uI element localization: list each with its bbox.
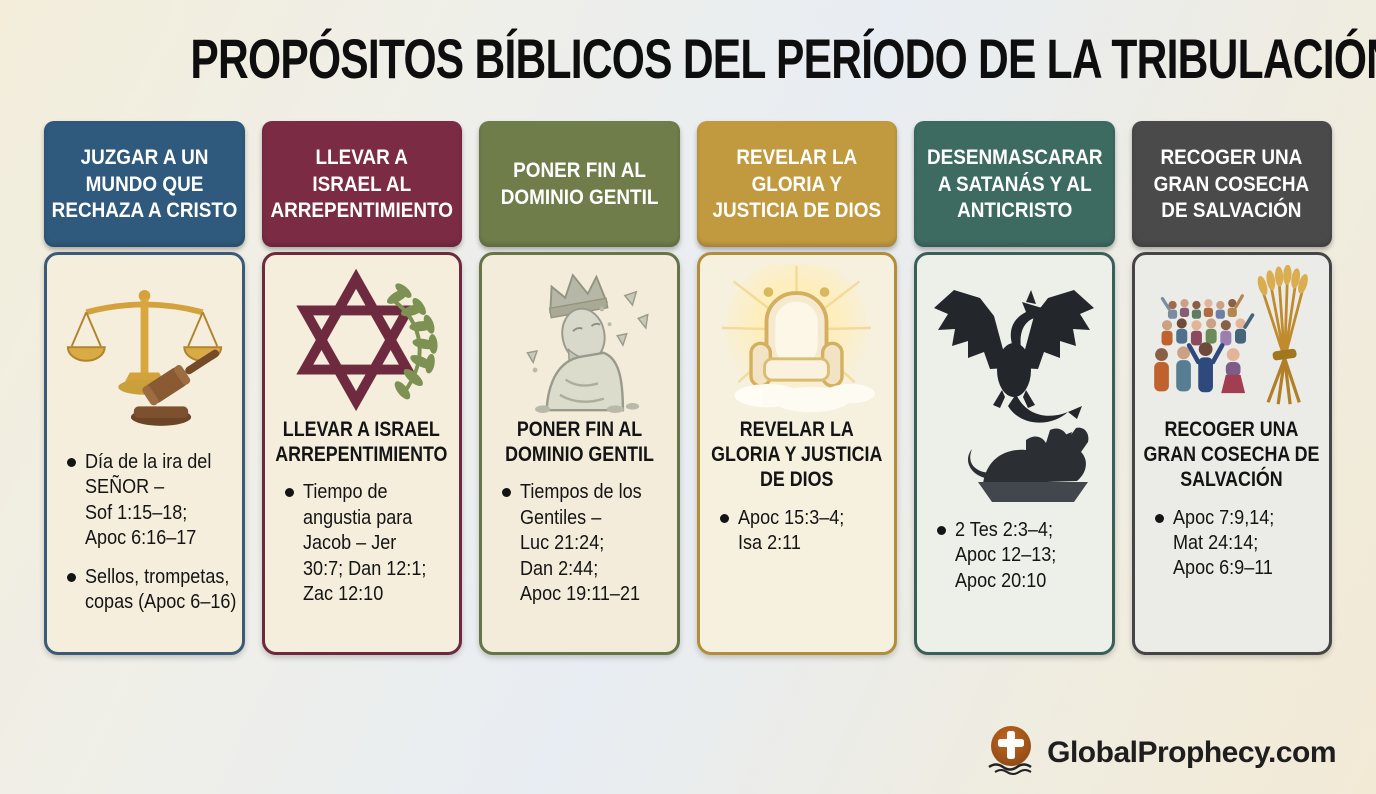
scripture-item: Sellos, trompetas, copas (Apoc 6–16) (65, 564, 236, 615)
card-header-text: RECOGER UNA GRAN COSECHA DE SALVACIÓN (1153, 145, 1310, 223)
scripture-item: Apoc 15:3–4; Isa 2:11 (718, 505, 885, 556)
scripture-list: Tiempos de los Gentiles – Luc 21:24; Dan… (492, 479, 667, 619)
card-subtitle: PONER FIN AL DOMINIO GENTIL (504, 418, 654, 467)
scripture-item: Tiempo de angustia para Jacob – Jer 30:7… (283, 479, 450, 606)
card-body: PONER FIN AL DOMINIO GENTIL Tiempos de l… (479, 252, 680, 655)
harvest-crowd-wheat-icon (1145, 263, 1320, 415)
scripture-item: 2 Tes 2:3–4; Apoc 12–13; Apoc 20:10 (935, 517, 1102, 593)
scripture-list: Tiempo de angustia para Jacob – Jer 30:7… (275, 479, 450, 619)
card-header: REVELAR LA GLORIA Y JUSTICIA DE DIOS (696, 121, 897, 247)
card-header: LLEVAR A ISRAEL AL ARREPENTIMIENTO (261, 121, 462, 247)
page-title: PROPÓSITOS BÍBLICOS DEL PERÍODO DE LA TR… (0, 26, 1376, 91)
card-header: DESENMASCARAR A SATANÁS Y AL ANTICRISTO (914, 121, 1115, 247)
scales-gavel-icon (57, 263, 232, 445)
card-header-text: JUZGAR A UN MUNDO QUE RECHAZA A CRISTO (51, 145, 238, 223)
cards-row: JUZGAR A UN MUNDO QUE RECHAZA A CRISTO (44, 121, 1332, 655)
card-recoger-cosecha: RECOGER UNA GRAN COSECHA DE SALVACIÓN (1131, 121, 1332, 655)
scripture-list: Apoc 7:9,14; Mat 24:14; Apoc 6:9–11 (1145, 505, 1320, 594)
dragon-and-beast-icon (927, 263, 1102, 513)
card-header: PONER FIN AL DOMINIO GENTIL (479, 121, 680, 247)
brand-logo: GlobalProphecy.com (985, 723, 1336, 782)
card-desenmascarar-satanas: DESENMASCARAR A SATANÁS Y AL ANTICRISTO (914, 121, 1115, 655)
card-body: RECOGER UNA GRAN COSECHA DE SALVACIÓN Ap… (1131, 252, 1332, 655)
scripture-item: Apoc 7:9,14; Mat 24:14; Apoc 6:9–11 (1153, 505, 1320, 581)
card-header-text: DESENMASCARAR A SATANÁS Y AL ANTICRISTO (926, 145, 1103, 223)
glowing-throne-icon (710, 263, 885, 415)
scripture-item: Tiempos de los Gentiles – Luc 21:24; Dan… (500, 479, 667, 606)
card-llevar-israel: LLEVAR A ISRAEL AL ARREPENTIMIENTO (261, 121, 462, 655)
brand-name: GlobalProphecy.com (1047, 735, 1336, 769)
card-subtitle: REVELAR LA GLORIA Y JUSTICIA DE DIOS (711, 418, 883, 492)
card-fin-dominio-gentil: PONER FIN AL DOMINIO GENTIL (479, 121, 680, 655)
card-juzgar-mundo: JUZGAR A UN MUNDO QUE RECHAZA A CRISTO (44, 121, 245, 655)
star-of-david-olive-branch-icon (275, 263, 450, 415)
card-body: LLEVAR A ISRAEL ARREPENTIMIENTO Tiempo d… (261, 252, 462, 655)
card-subtitle: RECOGER UNA GRAN COSECHA DE SALVACIÓN (1143, 418, 1320, 492)
scripture-list: Apoc 15:3–4; Isa 2:11 (710, 505, 885, 569)
card-header: RECOGER UNA GRAN COSECHA DE SALVACIÓN (1131, 121, 1332, 247)
card-header-text: REVELAR LA GLORIA Y JUSTICIA DE DIOS (712, 145, 882, 223)
scripture-list: Día de la ira del SEÑOR – Sof 1:15–18; A… (57, 449, 236, 627)
card-header: JUZGAR A UN MUNDO QUE RECHAZA A CRISTO (44, 121, 245, 247)
card-body: REVELAR LA GLORIA Y JUSTICIA DE DIOS Apo… (696, 252, 897, 655)
cross-sunrise-logo-icon (985, 723, 1037, 782)
card-header-text: LLEVAR A ISRAEL AL ARREPENTIMIENTO (270, 145, 454, 223)
scripture-list: 2 Tes 2:3–4; Apoc 12–13; Apoc 20:10 (927, 517, 1102, 606)
card-body: Día de la ira del SEÑOR – Sof 1:15–18; A… (44, 252, 245, 655)
card-revelar-gloria: REVELAR LA GLORIA Y JUSTICIA DE DIOS (696, 121, 897, 655)
crumbling-king-statue-icon (492, 263, 667, 415)
scripture-item: Día de la ira del SEÑOR – Sof 1:15–18; A… (65, 449, 232, 551)
card-body: 2 Tes 2:3–4; Apoc 12–13; Apoc 20:10 (914, 252, 1115, 655)
card-header-text: PONER FIN AL DOMINIO GENTIL (500, 158, 659, 209)
page-title-text: PROPÓSITOS BÍBLICOS DEL PERÍODO DE LA TR… (190, 27, 1376, 90)
card-subtitle: LLEVAR A ISRAEL ARREPENTIMIENTO (275, 418, 448, 467)
